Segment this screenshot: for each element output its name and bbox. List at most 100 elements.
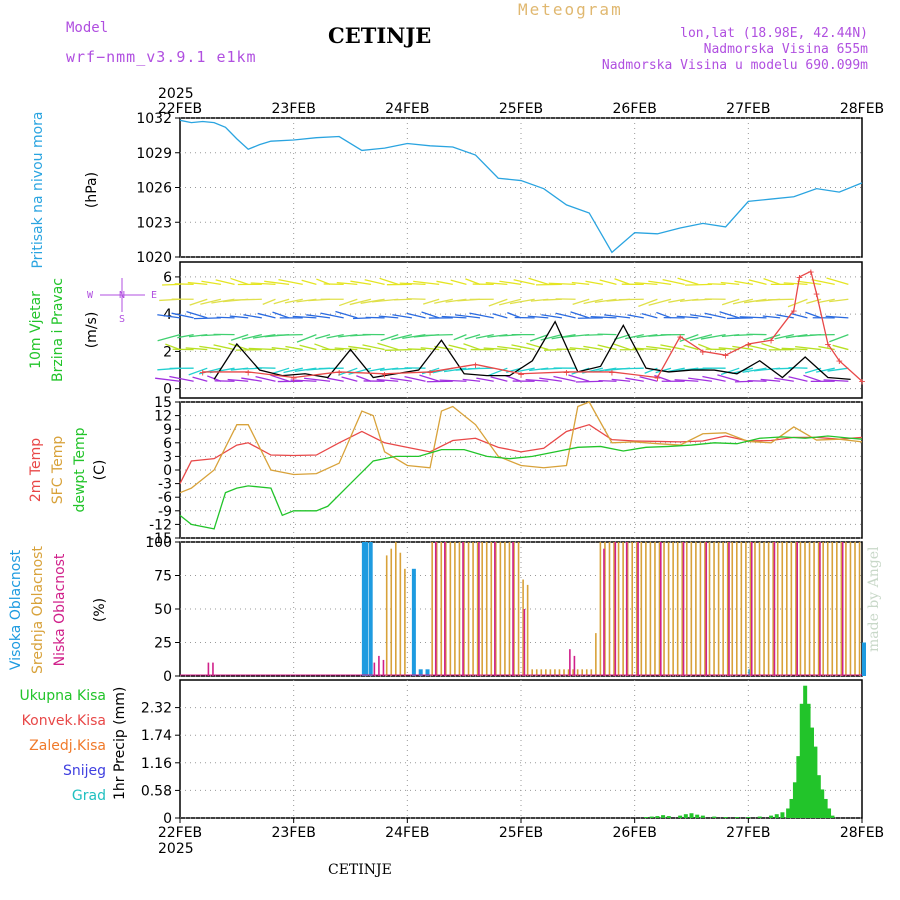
wind-barb: [763, 334, 781, 341]
wind-barb: [235, 348, 262, 351]
wind-barb: [262, 298, 276, 305]
cloud-unit: (%): [92, 598, 108, 622]
precip-bar: [774, 814, 779, 818]
year-label-top: 2025: [158, 86, 194, 102]
coords-label: lon,lat (18.98E, 42.44N): [680, 26, 868, 41]
gust-marker: +: [654, 372, 661, 385]
gust-marker: +: [722, 349, 729, 362]
precip-bar: [789, 798, 794, 818]
wind-barb: [296, 334, 317, 343]
cloud-bar: [754, 542, 756, 676]
wind-barb: [511, 344, 535, 351]
gust-marker: +: [768, 334, 775, 347]
wind-barb: [215, 279, 235, 285]
temp-unit: (C): [92, 460, 108, 481]
cloud-bar: [772, 542, 774, 676]
wind-barb: [641, 313, 658, 319]
cloud-bar: [614, 542, 617, 676]
temp-ylabel-1: 2m Temp: [28, 438, 44, 502]
cloud-bar: [705, 542, 708, 676]
ytick-label: 15: [154, 395, 172, 411]
wind-barb: [462, 378, 481, 382]
wind-barb: [391, 334, 413, 341]
wind-barb: [829, 334, 849, 343]
cloud-bar: [604, 542, 606, 676]
wind-barb: [487, 367, 508, 377]
cloud-bar: [545, 669, 547, 676]
wind-barb: [505, 375, 522, 382]
wind-barb: [453, 334, 467, 341]
precip-bar: [700, 815, 705, 818]
wind-barb: [335, 310, 358, 319]
wind-barb: [467, 367, 494, 370]
gust-marker: +: [563, 366, 570, 379]
cloud-bar: [449, 542, 452, 676]
cloud-bar: [731, 542, 734, 676]
cloud-bar: [425, 669, 430, 676]
wind-barb: [627, 314, 644, 319]
wind-barb: [718, 347, 740, 351]
cloud-bar: [625, 542, 628, 676]
cloud-bar: [576, 669, 579, 676]
cloud-bar: [786, 542, 788, 676]
xtick-label-bottom: 23FEB: [272, 825, 316, 841]
year-label-bottom: 2025: [158, 841, 194, 857]
wind-ylabel-2: Brzina i Pravac: [50, 278, 66, 382]
wind-barb: [165, 343, 181, 351]
wind-barb: [598, 379, 617, 382]
cloud-bar: [435, 542, 438, 676]
cloud-bar: [513, 542, 515, 676]
wind-barb: [216, 316, 235, 319]
cloud-bar: [717, 542, 720, 676]
wind-barb: [639, 376, 658, 382]
cloud-bar: [512, 542, 514, 676]
wind-barb: [294, 367, 317, 372]
wind-barb: [464, 334, 481, 340]
wind-barb: [227, 378, 249, 382]
wind-barb: [734, 280, 753, 285]
wind-barb: [497, 345, 522, 351]
wind-barb: [301, 279, 317, 285]
cloud-bar: [404, 568, 406, 676]
ytick-label: 12: [154, 409, 172, 425]
wind-gust-line: [202, 270, 863, 382]
wind-barb: [463, 343, 481, 351]
wind-barb: [823, 379, 849, 382]
wind-barb: [364, 279, 385, 285]
cloud-bar: [364, 542, 369, 676]
cloud-bar: [572, 669, 574, 676]
cloud-bar: [676, 542, 679, 676]
wind-barb: [299, 344, 317, 351]
ytick-label: 1020: [136, 250, 172, 266]
wind-barb: [441, 315, 467, 319]
wind-barb: [187, 281, 208, 286]
cloud-bar: [508, 542, 511, 676]
wind-barb: [781, 347, 808, 351]
cloud-bar: [613, 542, 615, 676]
wind-barb: [744, 298, 767, 304]
gust-marker: +: [245, 366, 252, 379]
wind-barb: [597, 344, 617, 351]
wind-barb: [762, 315, 781, 319]
precip-bar: [813, 746, 818, 818]
wind-barb: [616, 367, 644, 370]
precip-bar: [823, 798, 828, 818]
wind-barb: [384, 348, 412, 351]
temp-line-1: [179, 401, 863, 494]
wind-barb: [720, 281, 740, 286]
wind-barb: [177, 334, 194, 339]
precip-bar: [830, 815, 835, 818]
pressure-unit: (hPa): [84, 172, 100, 208]
precip-bar: [683, 814, 688, 818]
wind-barb: [399, 282, 426, 286]
xtick-label-bottom: 26FEB: [613, 825, 657, 841]
cloud-bar: [617, 542, 620, 676]
wind-barb: [790, 312, 808, 319]
precip-bar: [712, 816, 717, 818]
gust-marker: +: [472, 358, 479, 371]
precip-bar: [655, 816, 660, 818]
wind-barb: [198, 367, 222, 375]
precip-legend-0: Ukupna Kisa: [19, 688, 106, 704]
wind-barb: [171, 312, 194, 319]
wind-barb: [525, 378, 549, 382]
